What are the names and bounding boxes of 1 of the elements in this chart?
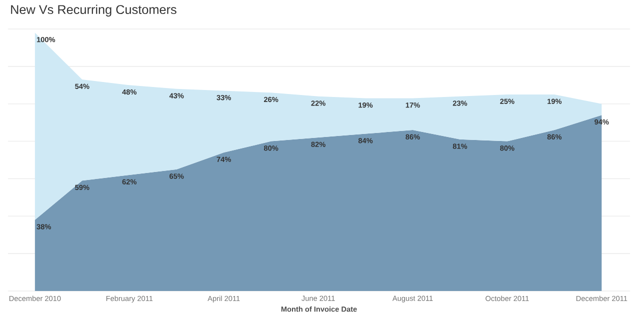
chart-title: New Vs Recurring Customers [11,4,176,17]
